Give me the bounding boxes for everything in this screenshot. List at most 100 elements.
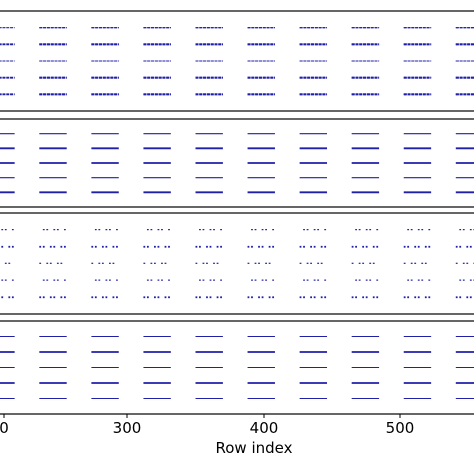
- panel-frame: [0, 320, 474, 415]
- point-mark: [168, 279, 170, 281]
- point-mark: [407, 229, 410, 231]
- point-mark: [202, 229, 205, 231]
- point-mark: [247, 245, 250, 248]
- point-mark: [206, 245, 208, 248]
- point-mark: [108, 262, 111, 264]
- point-mark: [414, 262, 417, 264]
- point-mark: [428, 296, 431, 299]
- point-mark: [313, 229, 316, 231]
- point-mark: [355, 245, 358, 248]
- panel-frame: [0, 10, 474, 112]
- point-mark: [313, 245, 316, 248]
- point-mark: [216, 262, 219, 264]
- point-mark: [265, 229, 267, 231]
- point-mark: [324, 296, 327, 299]
- point-mark: [11, 279, 14, 281]
- point-mark: [265, 262, 267, 264]
- point-mark: [254, 229, 257, 231]
- point-mark: [258, 262, 260, 264]
- point-mark: [53, 279, 56, 281]
- point-mark: [469, 229, 472, 231]
- point-mark: [195, 262, 198, 264]
- point-mark: [462, 229, 465, 231]
- point-mark: [42, 279, 45, 281]
- point-mark: [39, 296, 42, 299]
- point-mark: [310, 262, 312, 264]
- point-mark: [150, 279, 153, 281]
- point-mark: [466, 296, 469, 299]
- point-mark: [53, 229, 56, 231]
- point-mark: [216, 245, 219, 248]
- point-mark: [161, 262, 163, 264]
- point-mark: [358, 262, 361, 264]
- point-mark: [49, 296, 52, 299]
- point-mark: [251, 279, 253, 281]
- point-mark: [469, 296, 472, 299]
- point-mark: [355, 279, 358, 281]
- point-mark: [268, 245, 271, 248]
- point-mark: [1, 229, 4, 231]
- point-mark: [91, 262, 94, 264]
- point-mark: [310, 245, 312, 248]
- point-mark: [299, 262, 302, 264]
- point-mark: [1, 279, 4, 281]
- point-mark: [49, 262, 52, 264]
- point-mark: [60, 296, 63, 299]
- point-mark: [414, 296, 417, 299]
- point-mark: [317, 229, 320, 231]
- point-mark: [161, 229, 163, 231]
- point-mark: [459, 279, 462, 281]
- point-mark: [358, 229, 361, 231]
- x-tick-label-200: 0: [0, 419, 9, 437]
- point-mark: [116, 245, 118, 248]
- point-mark: [310, 296, 312, 299]
- point-mark: [216, 296, 219, 299]
- point-mark: [8, 296, 11, 299]
- point-mark: [424, 296, 427, 299]
- point-mark: [365, 245, 368, 248]
- point-mark: [362, 262, 365, 264]
- point-mark: [369, 229, 372, 231]
- point-mark: [98, 229, 101, 231]
- point-mark: [365, 279, 368, 281]
- point-mark: [53, 245, 56, 248]
- point-mark: [424, 262, 427, 264]
- point-mark: [199, 279, 201, 281]
- point-mark: [101, 296, 104, 299]
- point-mark: [91, 245, 94, 248]
- point-mark: [268, 296, 271, 299]
- point-mark: [220, 296, 222, 299]
- point-mark: [105, 279, 108, 281]
- point-mark: [372, 262, 375, 264]
- point-mark: [105, 245, 108, 248]
- panel-4: [0, 320, 474, 415]
- point-mark: [63, 229, 66, 231]
- point-mark: [11, 229, 14, 231]
- point-mark: [112, 262, 115, 264]
- point-mark: [1, 296, 4, 299]
- point-mark: [46, 262, 49, 264]
- point-mark: [306, 229, 309, 231]
- point-mark: [261, 245, 264, 248]
- point-mark: [213, 262, 215, 264]
- point-mark: [195, 296, 198, 299]
- point-mark: [261, 229, 264, 231]
- point-mark: [53, 296, 56, 299]
- point-mark: [362, 245, 365, 248]
- point-mark: [424, 245, 427, 248]
- point-mark: [303, 279, 305, 281]
- point-mark: [39, 262, 42, 264]
- point-mark: [459, 229, 462, 231]
- point-mark: [164, 296, 167, 299]
- point-mark: [112, 296, 115, 299]
- point-mark: [209, 296, 212, 299]
- point-mark: [272, 279, 275, 281]
- point-mark: [362, 296, 365, 299]
- point-mark: [455, 296, 458, 299]
- point-mark: [209, 229, 212, 231]
- point-mark: [49, 245, 52, 248]
- point-mark: [459, 245, 462, 248]
- point-mark: [94, 245, 97, 248]
- point-mark: [261, 279, 264, 281]
- point-mark: [56, 279, 59, 281]
